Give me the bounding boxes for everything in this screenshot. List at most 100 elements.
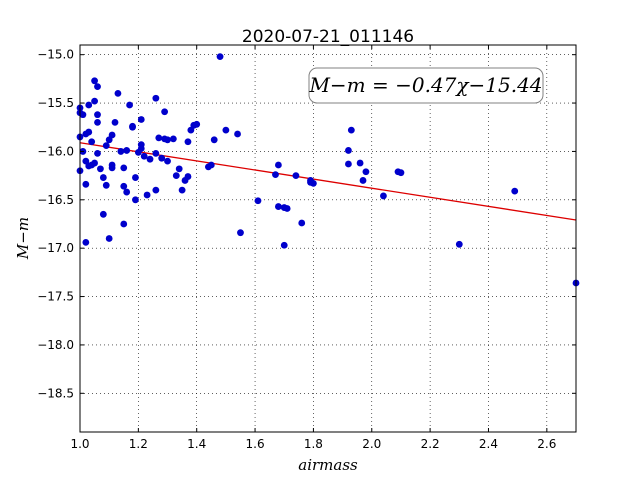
- data-point: [137, 116, 145, 123]
- x-tick-label: 2.0: [362, 437, 381, 451]
- data-point: [283, 205, 291, 212]
- data-point: [91, 159, 98, 167]
- data-point: [345, 160, 352, 168]
- data-point: [356, 159, 364, 167]
- data-point: [380, 192, 387, 200]
- data-point: [99, 174, 107, 181]
- data-point: [97, 165, 104, 173]
- data-point: [82, 180, 90, 188]
- data-point: [275, 203, 282, 210]
- data-point: [184, 138, 192, 146]
- data-point: [280, 241, 288, 249]
- data-point: [120, 164, 128, 172]
- data-point: [94, 83, 101, 91]
- data-point: [155, 134, 163, 142]
- x-tick-label: 2.4: [479, 437, 498, 451]
- data-point: [359, 177, 367, 184]
- data-point: [362, 168, 370, 176]
- data-point: [169, 135, 177, 143]
- data-point: [292, 172, 300, 180]
- y-tick-label: −17.0: [37, 241, 74, 255]
- x-tick-label: 1.6: [246, 437, 265, 451]
- data-point: [207, 161, 215, 169]
- y-axis-label: M−m: [14, 217, 32, 260]
- data-point: [137, 145, 145, 152]
- data-point: [94, 119, 101, 126]
- data-point: [254, 197, 262, 205]
- x-tick-label: 1.0: [70, 437, 89, 451]
- data-point: [102, 142, 110, 150]
- data-point: [126, 101, 133, 109]
- data-point: [178, 186, 186, 194]
- data-point: [298, 219, 306, 227]
- y-tick-label: −15.0: [37, 48, 74, 62]
- x-tick-label: 1.2: [129, 437, 148, 451]
- data-point: [161, 108, 169, 116]
- y-tick-label: −18.5: [37, 386, 74, 400]
- data-point: [152, 186, 160, 194]
- data-point: [511, 187, 519, 195]
- data-point: [79, 111, 87, 119]
- data-point: [108, 164, 116, 172]
- data-point: [210, 136, 218, 144]
- data-point: [152, 94, 160, 102]
- data-point: [99, 210, 107, 218]
- data-point: [114, 89, 122, 97]
- data-point: [91, 77, 98, 85]
- fit-equation: M−m = −0.47χ−15.44: [308, 73, 542, 97]
- data-point: [143, 191, 151, 199]
- data-point: [117, 148, 125, 155]
- data-point: [85, 101, 93, 109]
- data-point: [272, 171, 279, 179]
- data-point: [88, 138, 96, 146]
- y-tick-label: −15.5: [37, 96, 74, 110]
- data-point: [345, 147, 352, 154]
- data-point: [123, 188, 131, 196]
- x-tick-label: 2.2: [421, 437, 440, 451]
- data-point: [275, 161, 282, 169]
- data-point: [140, 152, 148, 160]
- data-point: [91, 97, 98, 105]
- ticks: 1.0 1.2 1.4 1.6 1.8 2.0 2.2 2.4 2.6 −15.0 −15.5 −16…: [37, 45, 576, 451]
- fit-equation-box: M−m = −0.47χ−15.44: [308, 67, 544, 104]
- data-point: [85, 128, 93, 136]
- data-point: [82, 238, 90, 246]
- data-point: [105, 235, 113, 242]
- fit-equation-frame: [308, 67, 544, 104]
- data-point: [108, 131, 116, 139]
- data-point: [132, 174, 139, 181]
- data-point: [397, 169, 405, 177]
- data-point: [184, 173, 192, 180]
- data-point: [347, 126, 355, 134]
- data-point: [216, 53, 224, 61]
- x-tick-label: 1.8: [304, 437, 323, 451]
- data-point: [193, 120, 201, 128]
- plot-frame: [79, 44, 577, 433]
- data-point: [172, 172, 180, 180]
- x-tick-label: 2.6: [537, 437, 556, 451]
- data-point: [120, 182, 128, 190]
- points-layer: [76, 53, 580, 287]
- data-point: [129, 122, 136, 130]
- data-point: [237, 229, 244, 237]
- data-point: [132, 196, 139, 204]
- y-tick-label: −16.5: [37, 193, 74, 207]
- data-point: [111, 119, 119, 126]
- data-point: [310, 179, 317, 187]
- data-point: [234, 130, 241, 138]
- chart-title: 2020-07-21_011146: [242, 27, 414, 47]
- data-point: [175, 165, 183, 173]
- y-tick-label: −17.5: [37, 290, 74, 304]
- data-point: [164, 157, 171, 165]
- data-point: [146, 155, 154, 163]
- data-point: [94, 149, 101, 157]
- data-point: [102, 181, 110, 189]
- data-point: [123, 147, 131, 154]
- x-tick-label: 1.4: [187, 437, 206, 451]
- data-point: [222, 126, 230, 134]
- y-tick-label: −18.0: [37, 338, 74, 352]
- data-point: [455, 240, 463, 248]
- data-point: [120, 220, 128, 228]
